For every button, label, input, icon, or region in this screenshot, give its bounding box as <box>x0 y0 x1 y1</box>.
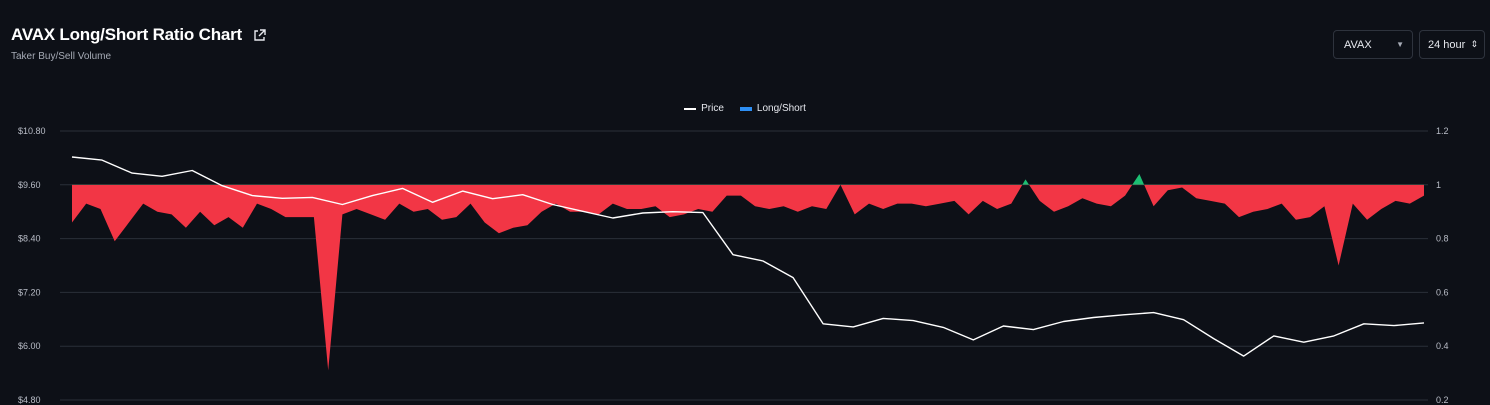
right-axis-tick: 0.2 <box>1436 395 1449 405</box>
left-axis-tick: $6.00 <box>18 341 41 351</box>
legend-label-long-short: Long/Short <box>756 103 806 114</box>
symbol-select-value: AVAX <box>1344 38 1372 51</box>
area-swatch-icon <box>739 106 752 111</box>
interval-select[interactable]: 24 hour ⇕ <box>1419 30 1485 59</box>
chart-legend: Price Long/Short <box>0 103 1490 114</box>
right-axis-tick: 1 <box>1436 180 1441 190</box>
line-swatch-icon <box>684 107 697 110</box>
external-link-icon[interactable] <box>252 28 267 43</box>
right-axis-tick: 0.6 <box>1436 287 1449 297</box>
chevron-down-icon: ▼ <box>1396 40 1404 49</box>
left-axis-tick: $4.80 <box>18 395 41 405</box>
page-title: AVAX Long/Short Ratio Chart <box>11 25 243 44</box>
page-subtitle: Taker Buy/Sell Volume <box>11 51 112 62</box>
legend-item-long-short[interactable]: Long/Short <box>739 103 806 114</box>
left-axis-tick: $9.60 <box>18 180 41 190</box>
left-axis-tick: $10.80 <box>18 126 46 136</box>
right-axis-tick: 0.8 <box>1436 234 1449 244</box>
chart-header: AVAX Long/Short Ratio Chart Taker Buy/Se… <box>11 25 267 62</box>
price-line <box>71 156 1425 357</box>
legend-label-price: Price <box>701 103 724 114</box>
legend-item-price[interactable]: Price <box>684 103 724 114</box>
chart-controls: AVAX ▼ 24 hour ⇕ <box>1333 30 1485 59</box>
sort-updown-icon: ⇕ <box>1470 39 1478 49</box>
symbol-select[interactable]: AVAX ▼ <box>1333 30 1413 59</box>
right-axis-tick: 0.4 <box>1436 341 1449 351</box>
left-axis-tick: $8.40 <box>18 234 41 244</box>
right-axis-tick: 1.2 <box>1436 126 1449 136</box>
left-axis-tick: $7.20 <box>18 287 41 297</box>
interval-select-value: 24 hour <box>1428 38 1466 51</box>
long-short-area-short <box>72 184 1424 371</box>
